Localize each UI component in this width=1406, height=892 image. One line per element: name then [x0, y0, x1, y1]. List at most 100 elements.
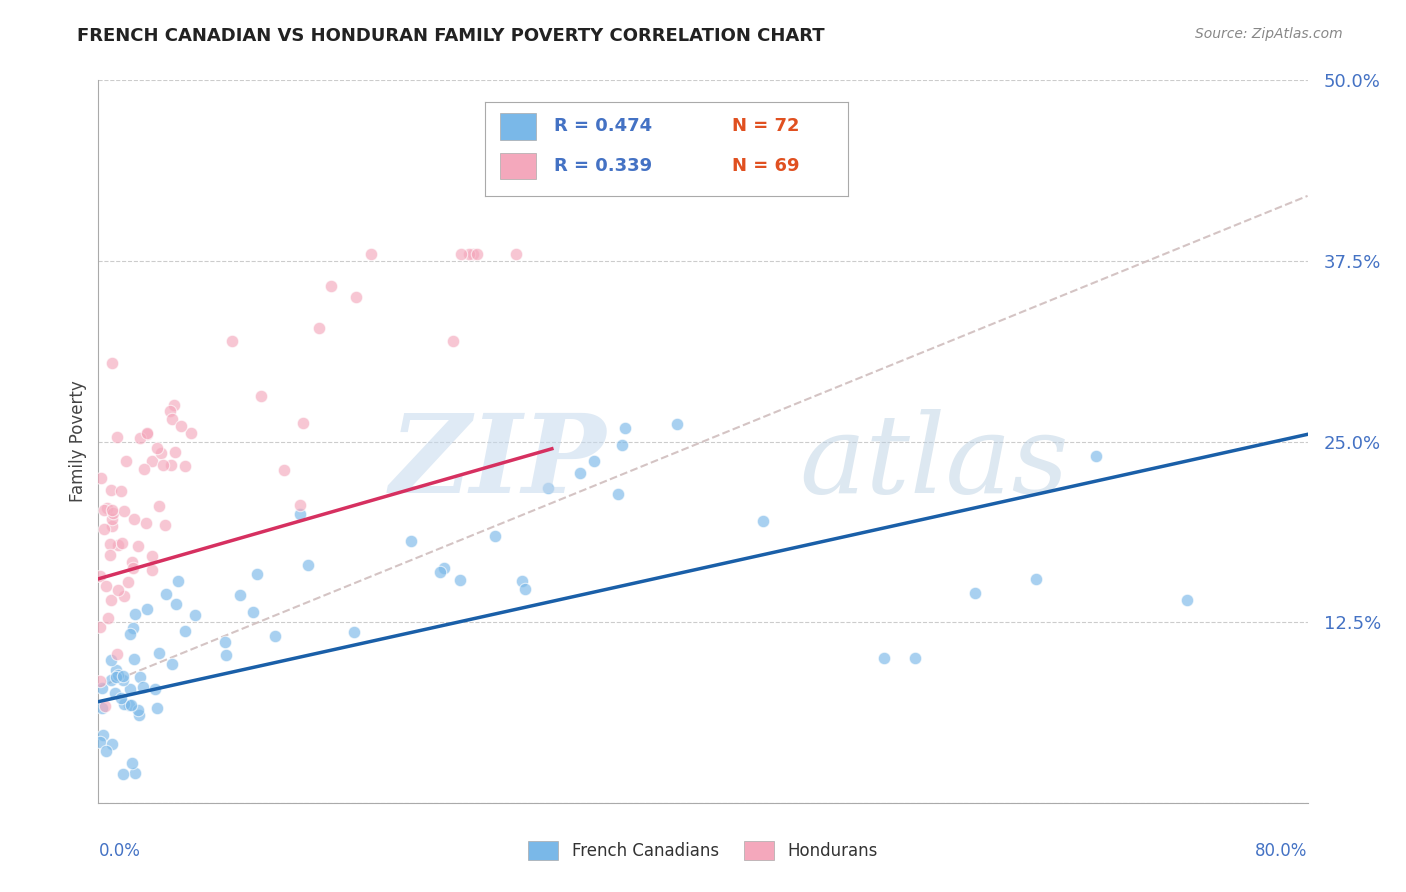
Point [136, 425, 159, 440]
Point [127, 703, 149, 717]
Point [110, 483, 132, 498]
Point [135, 516, 157, 530]
Point [221, 334, 243, 348]
Point [105, 648, 128, 662]
Point [132, 680, 155, 694]
Point [100, 653, 122, 667]
Point [111, 536, 134, 550]
Point [101, 519, 124, 533]
Point [148, 499, 170, 513]
Point [665, 417, 688, 431]
Point [344, 290, 367, 304]
Point [100, 673, 122, 687]
Point [449, 573, 471, 587]
Point [429, 565, 451, 579]
Point [97, 610, 120, 624]
Point [89, 620, 111, 634]
Point [122, 652, 145, 666]
Point [515, 582, 537, 596]
Y-axis label: Family Poverty: Family Poverty [69, 381, 87, 502]
Point [124, 512, 146, 526]
Point [263, 629, 285, 643]
Point [290, 507, 312, 521]
Point [343, 624, 366, 639]
Point [290, 499, 312, 513]
Point [610, 438, 633, 452]
Text: 0.0%: 0.0% [98, 842, 141, 860]
Point [135, 426, 157, 441]
Point [117, 575, 139, 590]
Point [904, 651, 927, 665]
Point [101, 356, 124, 370]
Point [122, 561, 145, 575]
Point [121, 621, 143, 635]
Point [292, 417, 315, 431]
Point [127, 540, 149, 554]
Text: atlas: atlas [800, 409, 1070, 517]
Point [103, 506, 125, 520]
Point [118, 698, 141, 713]
Point [173, 624, 195, 639]
Text: 80.0%: 80.0% [1256, 842, 1308, 860]
Point [180, 425, 202, 440]
Point [170, 419, 193, 434]
Point [273, 463, 295, 477]
Point [568, 466, 591, 480]
Point [101, 512, 124, 526]
Point [250, 389, 273, 403]
Point [93, 522, 115, 536]
Point [583, 454, 606, 468]
Point [107, 668, 129, 682]
Point [143, 681, 166, 696]
Legend: French Canadians, Hondurans: French Canadians, Hondurans [522, 834, 884, 867]
Point [132, 462, 155, 476]
Point [160, 458, 183, 473]
Point [162, 412, 184, 426]
Point [1175, 593, 1198, 607]
Point [214, 648, 236, 662]
Point [100, 593, 122, 607]
Point [450, 246, 472, 260]
Point [90, 471, 112, 485]
Point [242, 605, 264, 619]
Point [112, 767, 135, 781]
Point [91, 681, 114, 695]
Point [141, 549, 163, 563]
Point [120, 626, 142, 640]
Point [94, 579, 117, 593]
Point [229, 588, 252, 602]
Point [183, 607, 205, 622]
Point [121, 555, 143, 569]
Point [104, 685, 127, 699]
Point [141, 563, 163, 577]
Point [1024, 572, 1046, 586]
Point [163, 398, 186, 412]
Point [441, 334, 464, 349]
Point [107, 538, 129, 552]
Point [110, 691, 132, 706]
Text: ZIP: ZIP [389, 409, 606, 517]
Text: FRENCH CANADIAN VS HONDURAN FAMILY POVERTY CORRELATION CHART: FRENCH CANADIAN VS HONDURAN FAMILY POVER… [77, 27, 825, 45]
Point [94, 698, 117, 713]
Point [89, 569, 111, 583]
Point [146, 441, 169, 455]
Point [461, 246, 484, 260]
Point [136, 602, 159, 616]
Point [89, 735, 111, 749]
Point [510, 574, 533, 589]
Point [153, 518, 176, 533]
Point [505, 246, 527, 260]
Point [104, 670, 127, 684]
Point [152, 458, 174, 473]
Point [100, 483, 122, 497]
Point [111, 673, 134, 688]
Point [101, 503, 124, 517]
Point [297, 558, 319, 572]
Point [107, 583, 129, 598]
Point [112, 589, 135, 603]
Point [111, 669, 134, 683]
Point [141, 454, 163, 468]
Point [752, 514, 775, 528]
Point [148, 646, 170, 660]
Point [128, 432, 150, 446]
